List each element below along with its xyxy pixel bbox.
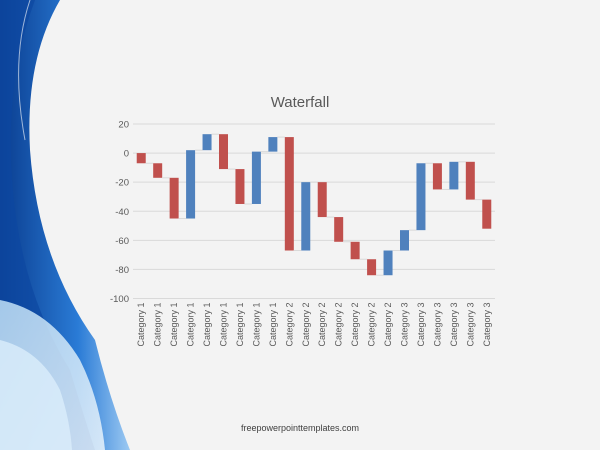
x-tick-label: Category 2 xyxy=(301,303,311,347)
x-tick-label: Category 1 xyxy=(186,303,196,347)
waterfall-bar xyxy=(334,217,344,242)
x-tick-label: Category 3 xyxy=(416,303,426,347)
footer-url: freepowerpointtemplates.com xyxy=(240,423,360,433)
waterfall-bar xyxy=(367,259,377,276)
waterfall-bar xyxy=(350,241,360,260)
y-tick-label: -100 xyxy=(110,294,129,305)
waterfall-bar xyxy=(383,250,393,276)
waterfall-bar xyxy=(169,177,179,219)
waterfall-bar xyxy=(317,182,327,218)
x-tick-label: Category 1 xyxy=(202,303,212,347)
waterfall-bar xyxy=(416,163,426,231)
x-tick-label: Category 3 xyxy=(465,303,475,347)
waterfall-bar xyxy=(432,163,442,190)
waterfall-bar xyxy=(465,161,475,200)
waterfall-bar xyxy=(284,137,294,251)
y-tick-label: -40 xyxy=(115,207,129,218)
x-tick-label: Category 3 xyxy=(482,303,492,347)
x-tick-label: Category 3 xyxy=(400,303,410,347)
waterfall-bar xyxy=(202,134,212,151)
waterfall-bar xyxy=(268,137,278,152)
x-tick-label: Category 3 xyxy=(432,303,442,347)
x-tick-label: Category 1 xyxy=(235,303,245,347)
x-tick-label: Category 1 xyxy=(136,303,146,347)
x-tick-label: Category 2 xyxy=(317,303,327,347)
x-tick-label: Category 2 xyxy=(383,303,393,347)
x-tick-label: Category 3 xyxy=(449,303,459,347)
y-tick-label: -60 xyxy=(115,236,129,247)
waterfall-bar xyxy=(153,163,163,178)
waterfall-bar xyxy=(449,161,459,190)
x-tick-label: Category 1 xyxy=(268,303,278,347)
y-tick-label: 20 xyxy=(118,120,129,131)
waterfall-bar xyxy=(235,169,245,204)
x-tick-label: Category 1 xyxy=(251,303,261,347)
y-tick-label: -20 xyxy=(115,178,129,189)
waterfall-bar xyxy=(136,153,146,164)
x-tick-label: Category 2 xyxy=(350,303,360,347)
y-tick-label: -80 xyxy=(115,265,129,276)
x-tick-label: Category 2 xyxy=(334,303,344,347)
waterfall-bar xyxy=(186,150,196,219)
waterfall-bar xyxy=(219,134,228,170)
x-tick-label: Category 2 xyxy=(367,303,377,347)
waterfall-bar xyxy=(400,230,409,251)
x-tick-label: Category 1 xyxy=(153,303,163,347)
waterfall-bar xyxy=(482,199,492,229)
y-tick-label: 0 xyxy=(124,149,129,160)
x-tick-label: Category 2 xyxy=(284,303,294,347)
waterfall-bar xyxy=(251,151,261,204)
x-tick-label: Category 1 xyxy=(169,303,179,347)
x-tick-label: Category 1 xyxy=(219,303,229,347)
chart-title: Waterfall xyxy=(270,94,330,111)
waterfall-bar xyxy=(301,182,311,251)
